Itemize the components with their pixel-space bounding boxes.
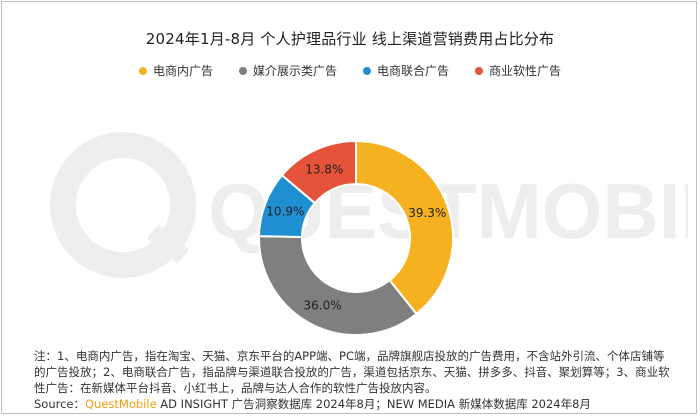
legend-item-ecommerce-joint-ad: 电商联合广告 (363, 62, 449, 79)
source-line: Source：QuestMobile AD INSIGHT 广告洞察数据库 20… (34, 396, 591, 412)
legend-swatch (475, 66, 484, 75)
slice-ecommerce-ad (355, 139, 454, 316)
legend-label: 商业软性广告 (489, 64, 562, 78)
donut-chart: 39.3% 36.0% 10.9% 13.8% (257, 139, 454, 336)
data-label: 13.8% (305, 162, 343, 176)
legend-swatch (363, 66, 371, 75)
source-rest: AD INSIGHT 广告洞察数据库 2024年8月；NEW MEDIA 新媒体… (156, 397, 591, 411)
footnote: 注：1、电商内广告，指在淘宝、天猫、京东平台的APP端、PC端，品牌旗舰店投放的… (34, 349, 670, 395)
legend-swatch (238, 66, 247, 75)
legend-item-commercial-soft-ad: 商业软性广告 (475, 62, 561, 79)
legend: 电商内广告 媒介展示类广告 电商联合广告 商业软性广告 (2, 62, 698, 79)
slice-media-display-ad (258, 235, 418, 336)
slice-commercial-soft-ad (280, 139, 357, 205)
legend-item-media-display-ad: 媒介展示类广告 (238, 62, 337, 79)
legend-label: 电商内广告 (152, 64, 213, 78)
source-prefix: Source： (34, 397, 85, 411)
legend-label: 电商联合广告 (377, 64, 450, 78)
data-label: 10.9% (266, 204, 304, 218)
legend-label: 媒介展示类广告 (252, 64, 337, 78)
data-label: 39.3% (408, 206, 446, 220)
data-label: 36.0% (304, 299, 342, 313)
source-brand: QuestMobile (85, 397, 157, 411)
chart-title: 2024年1月-8月 个人护理品行业 线上渠道营销费用占比分布 (145, 30, 555, 48)
legend-swatch (138, 66, 147, 75)
legend-item-ecommerce-ad: 电商内广告 (138, 62, 213, 79)
